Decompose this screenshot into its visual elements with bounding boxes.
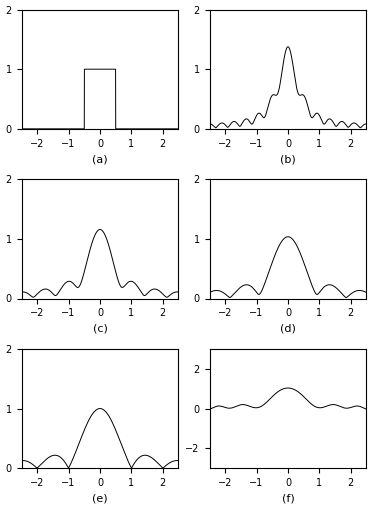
X-axis label: (c): (c) — [93, 324, 108, 334]
X-axis label: (a): (a) — [92, 154, 108, 164]
X-axis label: (b): (b) — [280, 154, 296, 164]
X-axis label: (f): (f) — [282, 493, 294, 503]
X-axis label: (d): (d) — [280, 324, 296, 334]
X-axis label: (e): (e) — [92, 493, 108, 503]
